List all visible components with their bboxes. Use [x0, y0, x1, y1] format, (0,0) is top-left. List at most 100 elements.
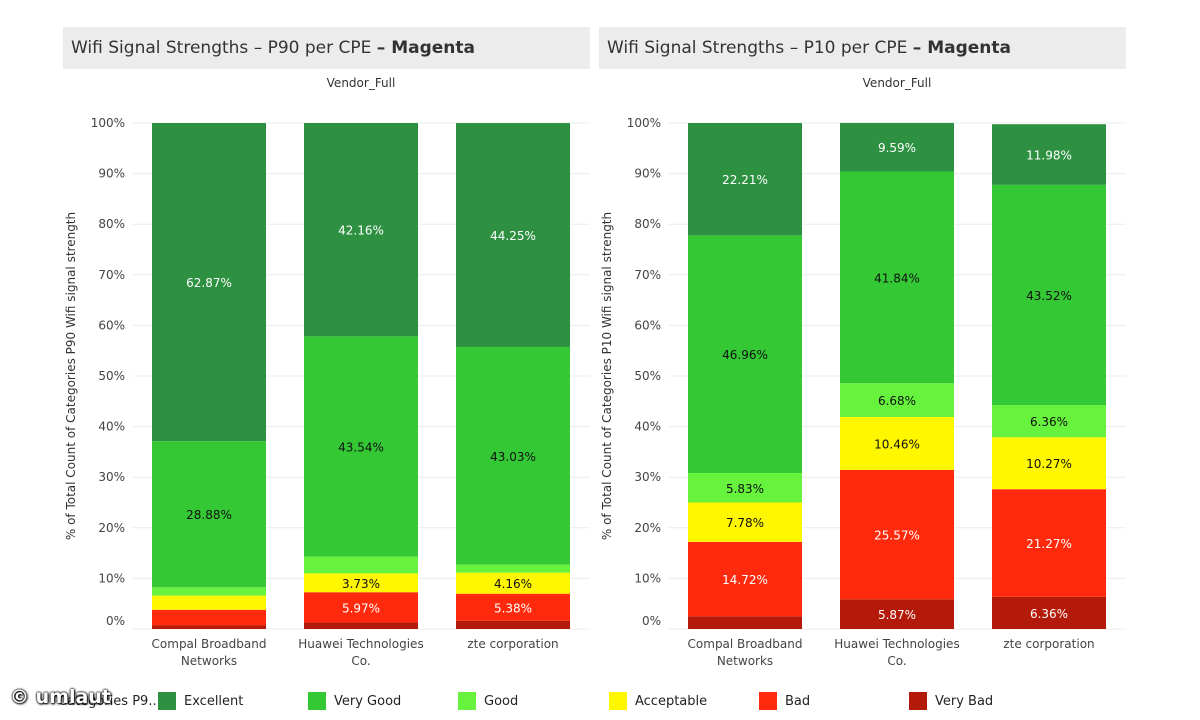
bar-segment-acceptable[interactable]: [152, 595, 266, 610]
bar-segment-very-bad[interactable]: [688, 616, 802, 629]
bar-segment-good[interactable]: [992, 405, 1106, 438]
bar-segment-very-bad[interactable]: [456, 620, 570, 629]
bar-segment-very-good[interactable]: [456, 346, 570, 565]
y-tick-label: 70%: [634, 268, 661, 282]
bar-segment-very-good[interactable]: [304, 336, 418, 557]
bar-segment-good[interactable]: [688, 473, 802, 503]
data-label: 21.27%: [1026, 537, 1072, 551]
x-tick-label: zte corporation: [1003, 637, 1094, 651]
x-tick-label: Co.: [887, 654, 906, 668]
bar-segment-very-bad[interactable]: [992, 596, 1106, 629]
legend-swatch: [609, 692, 627, 710]
bar-segment-acceptable[interactable]: [688, 502, 802, 542]
legend-swatch: [759, 692, 777, 710]
y-axis-label: % of Total Count of Categories P90 Wifi …: [64, 212, 78, 540]
bar-segment-bad[interactable]: [456, 593, 570, 621]
y-tick-label: 40%: [98, 420, 125, 434]
legend-swatch: [308, 692, 326, 710]
y-tick-label: 30%: [634, 470, 661, 484]
bar-segment-very-bad[interactable]: [152, 625, 266, 629]
bar-segment-bad[interactable]: [152, 609, 266, 626]
data-label: 43.54%: [338, 440, 384, 454]
y-tick-label: 100%: [91, 116, 125, 130]
bar-segment-bad[interactable]: [840, 469, 954, 600]
bar-segment-acceptable[interactable]: [992, 437, 1106, 490]
legend-item-very-good[interactable]: Very Good: [308, 692, 401, 710]
chart-title-p90-text: Wifi Signal Strengths – P90 per CPE: [71, 38, 372, 58]
y-tick-label: 20%: [98, 521, 125, 535]
y-tick-label: 20%: [634, 521, 661, 535]
data-label: 6.68%: [878, 394, 916, 408]
bar-segment-good[interactable]: [840, 383, 954, 417]
data-label: 22.21%: [722, 173, 768, 187]
data-label: 44.25%: [490, 229, 536, 243]
bar-segment-very-good[interactable]: [688, 235, 802, 474]
data-label: 25.57%: [874, 529, 920, 543]
chart-p90: 0% 10% 20% 30% 40% 50% 60% 70% 80% 90% 100% % of To…: [64, 116, 590, 668]
y-tick-label: 60%: [98, 318, 125, 332]
legend-label: Excellent: [184, 693, 244, 709]
legend-item-acceptable[interactable]: Acceptable: [609, 692, 707, 710]
legend-swatch: [458, 692, 476, 710]
y-tick-label: 10%: [98, 571, 125, 585]
x-tick-label: Huawei Technologies: [298, 637, 423, 651]
legend-label: Bad: [785, 693, 811, 709]
chart-title-p90-brand: – Magenta: [376, 38, 476, 58]
y-tick-label: 40%: [634, 420, 661, 434]
chart-p10: 0% 10% 20% 30% 40% 50% 60% 70% 80% 90% 100% % of To…: [600, 116, 1126, 668]
legend-item-good[interactable]: Good: [458, 692, 518, 710]
bar-segment-bad[interactable]: [992, 489, 1106, 597]
y-tick-label: 70%: [98, 268, 125, 282]
bar-segment-excellent[interactable]: [304, 123, 418, 337]
legend-swatch: [158, 692, 176, 710]
watermark: © umlaut: [10, 686, 111, 708]
bar-segment-acceptable[interactable]: [304, 573, 418, 593]
bar-segment-excellent[interactable]: [152, 123, 266, 442]
x-tick-label: Huawei Technologies: [834, 637, 959, 651]
bar-segment-acceptable[interactable]: [840, 416, 954, 470]
data-label: 5.83%: [726, 482, 764, 496]
y-tick-label: 60%: [634, 318, 661, 332]
legend-swatch: [909, 692, 927, 710]
chart-title-p10: Wifi Signal Strengths – P10 per CPE – Ma…: [599, 27, 1126, 69]
bar-segment-very-good[interactable]: [992, 184, 1106, 406]
chart-title-p90: Wifi Signal Strengths – P90 per CPE – Ma…: [63, 27, 590, 69]
y-axis-label: % of Total Count of Categories P10 Wifi …: [600, 212, 614, 540]
y-tick-label: 50%: [634, 369, 661, 383]
y-tick-label: 100%: [627, 116, 661, 130]
chart-title-p10-text: Wifi Signal Strengths – P10 per CPE: [607, 38, 908, 58]
x-tick-label: Networks: [181, 654, 237, 668]
bar-segment-excellent[interactable]: [688, 123, 802, 236]
bar-segment-very-bad[interactable]: [840, 599, 954, 629]
legend-item-excellent[interactable]: Excellent: [158, 692, 243, 710]
data-label: 5.87%: [878, 608, 916, 622]
bar-segment-good[interactable]: [152, 587, 266, 596]
bar-segment-very-good[interactable]: [152, 441, 266, 588]
bar-segment-excellent[interactable]: [992, 124, 1106, 185]
bar-segment-excellent[interactable]: [456, 123, 570, 347]
data-label: 10.27%: [1026, 457, 1072, 471]
bar-segment-very-bad[interactable]: [304, 622, 418, 629]
legend-item-bad[interactable]: Bad: [759, 692, 810, 710]
legend-item-very-bad[interactable]: Very Bad: [909, 692, 993, 710]
y-tick-label: 90%: [634, 167, 661, 181]
bar-segment-bad[interactable]: [304, 592, 418, 623]
y-tick-label: 80%: [634, 217, 661, 231]
y-tick-label: 30%: [98, 470, 125, 484]
legend-label: Acceptable: [635, 693, 708, 709]
legend-label: Very Good: [334, 693, 402, 709]
bar-segment-good[interactable]: [304, 556, 418, 574]
x-tick-label: zte corporation: [467, 637, 558, 651]
bar-segment-very-good[interactable]: [840, 171, 954, 384]
data-label: 10.46%: [874, 437, 920, 451]
bar-segment-bad[interactable]: [688, 541, 802, 617]
data-label: 28.88%: [186, 508, 232, 522]
bar-segment-excellent[interactable]: [840, 122, 954, 172]
data-label: 6.36%: [1030, 415, 1068, 429]
bar-segment-good[interactable]: [456, 564, 570, 573]
x-tick-label: Compal Broadband: [688, 637, 803, 651]
data-label: 11.98%: [1026, 149, 1072, 163]
data-label: 62.87%: [186, 276, 232, 290]
chart-title-p10-brand: – Magenta: [912, 38, 1012, 58]
bar-segment-acceptable[interactable]: [456, 572, 570, 594]
